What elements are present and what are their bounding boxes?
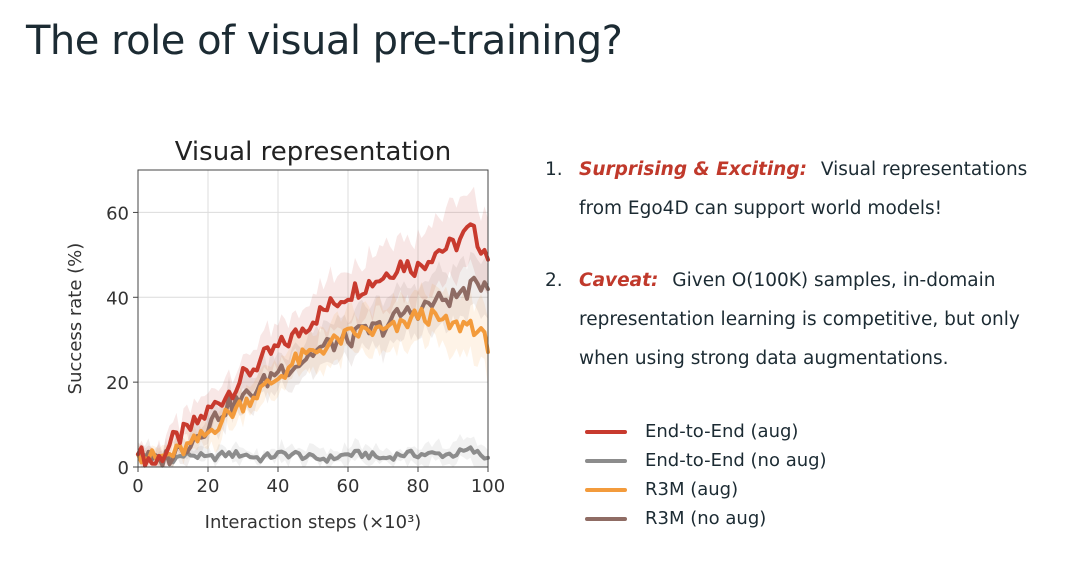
key-point-text: Visual representations from Ego4D can su…	[579, 159, 1028, 219]
legend-swatch	[585, 429, 627, 434]
y-tick-label: 0	[118, 458, 129, 479]
x-tick-label: 40	[267, 476, 290, 497]
x-tick-label: 100	[471, 476, 505, 497]
slide-title: The role of visual pre-training?	[26, 18, 623, 64]
legend-label: End-to-End (no aug)	[645, 450, 827, 471]
key-point-label: Caveat:	[579, 270, 659, 291]
series-line	[136, 445, 490, 465]
legend-item: End-to-End (no aug)	[585, 446, 827, 475]
legend-swatch	[585, 516, 627, 521]
chart-legend: End-to-End (aug) End-to-End (no aug) R3M…	[585, 417, 827, 533]
y-tick-label: 20	[106, 373, 129, 394]
series-band	[138, 282, 488, 467]
legend-item: End-to-End (aug)	[585, 417, 827, 446]
legend-label: R3M (no aug)	[645, 508, 767, 529]
x-tick-label: 20	[197, 476, 220, 497]
key-point-2: 2. Caveat: Given O(100K) samples, in-dom…	[545, 261, 1065, 378]
key-point-number: 1.	[545, 159, 563, 180]
y-axis-label: Success rate (%)	[65, 243, 86, 395]
key-points-list: 1. Surprising & Exciting: Visual represe…	[545, 150, 1065, 378]
plot-frame	[137, 169, 489, 468]
key-point-number: 2.	[545, 270, 563, 291]
x-axis-label: Interaction steps (×10³)	[205, 512, 422, 533]
x-tick-label: 80	[407, 476, 430, 497]
legend-swatch	[585, 487, 627, 492]
series-line	[136, 306, 490, 465]
series-line	[136, 222, 490, 468]
legend-label: R3M (aug)	[645, 479, 739, 500]
y-tick-label: 60	[106, 203, 129, 224]
chart-title: Visual representation	[175, 137, 452, 167]
y-tick-label: 40	[106, 288, 129, 309]
series-band	[138, 434, 488, 467]
x-tick-label: 0	[132, 476, 143, 497]
success-rate-chart: 0 20 40 60 80 100 0 20 40 60 Visual representation…	[65, 137, 505, 533]
legend-item: R3M (no aug)	[585, 504, 827, 533]
key-point-label: Surprising & Exciting:	[579, 159, 807, 180]
legend-label: End-to-End (aug)	[645, 421, 799, 442]
key-point-1: 1. Surprising & Exciting: Visual represe…	[545, 150, 1065, 228]
legend-item: R3M (aug)	[585, 475, 827, 504]
legend-swatch	[585, 458, 627, 463]
key-point-text: Given O(100K) samples, in-domain represe…	[579, 270, 1020, 369]
x-tick-label: 60	[337, 476, 360, 497]
